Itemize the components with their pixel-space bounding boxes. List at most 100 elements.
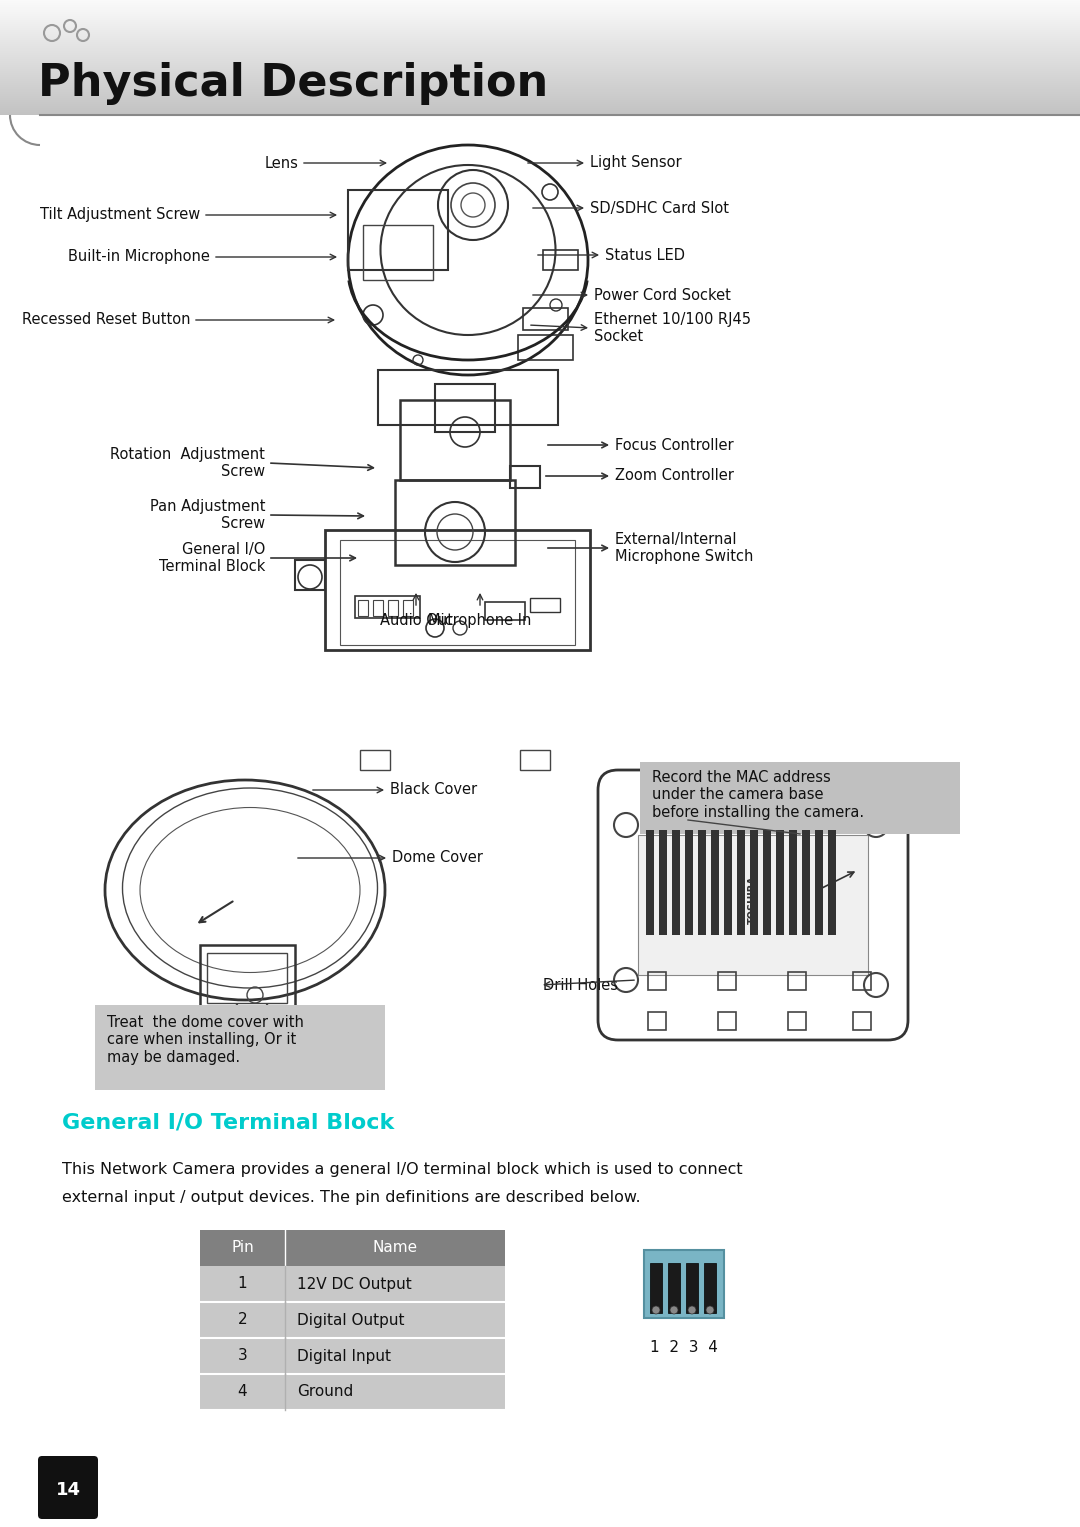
Text: Microphone In: Microphone In [429, 612, 531, 628]
Text: SD/SDHC Card Slot: SD/SDHC Card Slot [590, 200, 729, 215]
Text: Ground: Ground [297, 1385, 353, 1400]
Bar [388, 600, 399, 615]
Bar [802, 831, 810, 935]
Text: Power Cord Socket: Power Cord Socket [594, 287, 731, 302]
Bar [815, 831, 823, 935]
Text: General I/O
Terminal Block: General I/O Terminal Block [159, 542, 265, 574]
Bar [638, 835, 868, 976]
Bar [698, 831, 706, 935]
Bar [853, 973, 870, 989]
Bar [659, 831, 667, 935]
Text: 3: 3 [238, 1348, 247, 1364]
Bar [828, 831, 836, 935]
Text: Digital Output: Digital Output [297, 1313, 405, 1327]
Bar [373, 600, 383, 615]
Bar [669, 1263, 680, 1313]
Text: 1  2  3  4: 1 2 3 4 [650, 1341, 718, 1354]
Bar [685, 831, 693, 935]
Bar [207, 953, 287, 1003]
Text: Drill Holes: Drill Holes [543, 977, 618, 993]
Text: Digital Input: Digital Input [297, 1348, 391, 1364]
Text: Focus Controller: Focus Controller [615, 438, 733, 452]
Text: General I/O Terminal Block: General I/O Terminal Block [62, 1112, 394, 1132]
Bar [435, 383, 495, 432]
Bar [704, 1263, 716, 1313]
Bar [543, 250, 578, 270]
Bar [762, 831, 771, 935]
Text: 4: 4 [238, 1385, 247, 1400]
Text: Record the MAC address
under the camera base
before installing the camera.: Record the MAC address under the camera … [652, 770, 864, 820]
Bar [200, 1303, 505, 1338]
Bar [711, 831, 719, 935]
Bar [640, 762, 960, 834]
Circle shape [706, 1306, 714, 1315]
Bar [519, 750, 550, 770]
Bar [400, 400, 510, 479]
Bar [510, 466, 540, 489]
Text: 12V DC Output: 12V DC Output [297, 1277, 411, 1292]
Bar [853, 1012, 870, 1031]
Text: Rotation  Adjustment
Screw: Rotation Adjustment Screw [110, 447, 265, 479]
Text: Light Sensor: Light Sensor [590, 156, 681, 171]
Bar [788, 973, 806, 989]
Bar [395, 479, 515, 565]
Text: External/Internal
Microphone Switch: External/Internal Microphone Switch [615, 531, 754, 563]
Text: 2: 2 [238, 1313, 247, 1327]
Bar [530, 599, 561, 612]
FancyBboxPatch shape [38, 1457, 98, 1519]
Bar [378, 370, 558, 425]
Circle shape [688, 1306, 696, 1315]
Bar [737, 831, 745, 935]
Bar [325, 530, 590, 651]
Text: Black Cover: Black Cover [390, 782, 477, 797]
Text: Built-in Microphone: Built-in Microphone [68, 249, 210, 264]
Bar [95, 1005, 384, 1090]
Bar [200, 1374, 505, 1409]
Bar [644, 1251, 724, 1318]
Text: Treat  the dome cover with
care when installing, Or it
may be damaged.: Treat the dome cover with care when inst… [107, 1015, 303, 1064]
Bar [789, 831, 797, 935]
Bar [518, 334, 573, 360]
Bar [200, 1231, 505, 1266]
Text: Name: Name [373, 1240, 418, 1255]
Bar [200, 1338, 505, 1374]
Bar [648, 973, 666, 989]
Bar [340, 541, 575, 644]
Text: Recessed Reset Button: Recessed Reset Button [22, 313, 190, 327]
Bar [724, 831, 732, 935]
Bar [788, 1012, 806, 1031]
Bar [718, 973, 735, 989]
Circle shape [670, 1306, 678, 1315]
Text: Tilt Adjustment Screw: Tilt Adjustment Screw [40, 208, 200, 223]
Text: 1: 1 [238, 1277, 247, 1292]
Bar [360, 750, 390, 770]
Text: Zoom Controller: Zoom Controller [615, 469, 734, 484]
Bar [357, 600, 368, 615]
Bar [355, 596, 420, 618]
Circle shape [652, 1306, 660, 1315]
Bar [718, 1012, 735, 1031]
Text: Dome Cover: Dome Cover [392, 851, 483, 866]
Text: 14: 14 [55, 1481, 81, 1500]
Bar [648, 1012, 666, 1031]
Text: Physical Description: Physical Description [38, 63, 549, 105]
Text: Pan Adjustment
Screw: Pan Adjustment Screw [149, 499, 265, 531]
Bar [200, 1266, 505, 1303]
Text: Pin: Pin [231, 1240, 254, 1255]
Bar [750, 831, 758, 935]
Text: Status LED: Status LED [605, 247, 685, 263]
Bar [348, 189, 448, 270]
Text: TOSHIBA: TOSHIBA [748, 875, 758, 924]
Bar [777, 831, 784, 935]
Text: Lens: Lens [265, 156, 298, 171]
Bar [295, 560, 325, 589]
Bar [523, 308, 568, 330]
Bar [363, 224, 433, 279]
Text: This Network Camera provides a general I/O terminal block which is used to conne: This Network Camera provides a general I… [62, 1162, 743, 1177]
Bar [403, 600, 413, 615]
Text: external input / output devices. The pin definitions are described below.: external input / output devices. The pin… [62, 1190, 640, 1205]
Text: Ethernet 10/100 RJ45
Socket: Ethernet 10/100 RJ45 Socket [594, 312, 751, 344]
Text: Audio Out: Audio Out [379, 612, 453, 628]
Bar [686, 1263, 698, 1313]
Bar [485, 602, 525, 620]
